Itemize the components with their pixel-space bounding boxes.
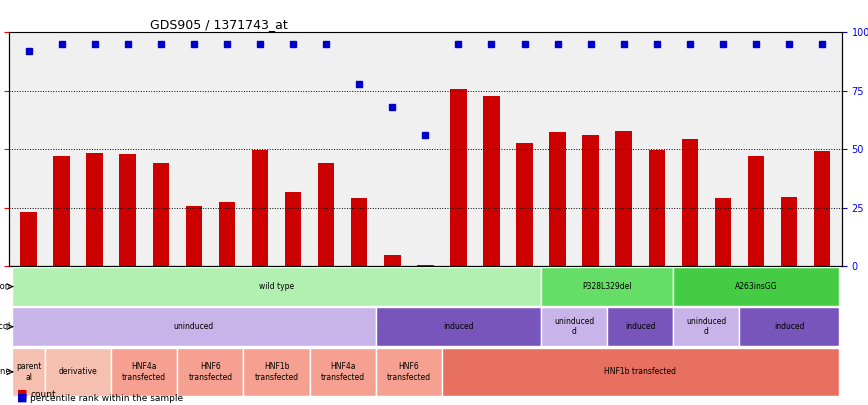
Text: percentile rank within the sample: percentile rank within the sample [30,394,183,403]
Text: A263insGG: A263insGG [734,282,778,291]
FancyBboxPatch shape [674,307,740,346]
Bar [252,150,268,266]
Bar [648,150,665,266]
Bar [483,96,500,266]
Bar [417,265,434,266]
Bar [153,164,169,266]
Text: induced: induced [773,322,805,331]
Bar [53,156,69,266]
FancyBboxPatch shape [442,348,838,396]
FancyBboxPatch shape [376,307,541,346]
Text: HNF4a
transfected: HNF4a transfected [122,362,167,382]
Text: derivative: derivative [59,367,97,376]
Bar [615,132,632,266]
FancyBboxPatch shape [541,267,674,306]
Text: HNF1b
transfected: HNF1b transfected [254,362,299,382]
Bar [219,202,235,266]
Bar [516,143,533,266]
FancyBboxPatch shape [541,307,608,346]
FancyBboxPatch shape [310,348,376,396]
Bar [747,156,764,266]
FancyBboxPatch shape [740,307,838,346]
Text: protocol: protocol [0,322,10,331]
Text: HNF4a
transfected: HNF4a transfected [320,362,365,382]
Text: P328L329del: P328L329del [582,282,632,291]
FancyBboxPatch shape [12,307,376,346]
Bar [549,132,566,266]
Bar [120,154,136,266]
Text: HNF6
transfected: HNF6 transfected [387,362,431,382]
Text: parent
al: parent al [16,362,41,382]
FancyBboxPatch shape [111,348,177,396]
Text: cell line: cell line [0,367,10,376]
FancyBboxPatch shape [12,348,45,396]
Text: ■: ■ [17,393,28,403]
Bar [384,255,400,266]
Bar [814,151,831,266]
Text: count: count [30,390,56,399]
Text: HNF6
transfected: HNF6 transfected [188,362,233,382]
Text: GDS905 / 1371743_at: GDS905 / 1371743_at [150,18,288,31]
Text: ■: ■ [17,389,28,399]
Bar [681,139,698,266]
Bar [318,164,334,266]
Text: uninduced
d: uninduced d [687,317,727,337]
FancyBboxPatch shape [177,348,243,396]
Bar [20,212,36,266]
FancyBboxPatch shape [45,348,111,396]
Bar [714,198,731,266]
FancyBboxPatch shape [12,267,541,306]
Bar [285,192,301,266]
Text: induced: induced [444,322,474,331]
Bar [186,206,202,266]
Bar [781,197,798,266]
FancyBboxPatch shape [243,348,310,396]
Text: uninduced: uninduced [174,322,214,331]
Text: wild type: wild type [259,282,294,291]
Bar [351,198,367,266]
Text: induced: induced [625,322,655,331]
Text: genotype/variation: genotype/variation [0,282,10,291]
Bar [87,153,103,266]
Text: uninduced
d: uninduced d [554,317,595,337]
FancyBboxPatch shape [608,307,674,346]
Bar [450,89,467,266]
Bar [582,135,599,266]
Text: HNF1b transfected: HNF1b transfected [604,367,676,376]
FancyBboxPatch shape [674,267,838,306]
FancyBboxPatch shape [376,348,442,396]
